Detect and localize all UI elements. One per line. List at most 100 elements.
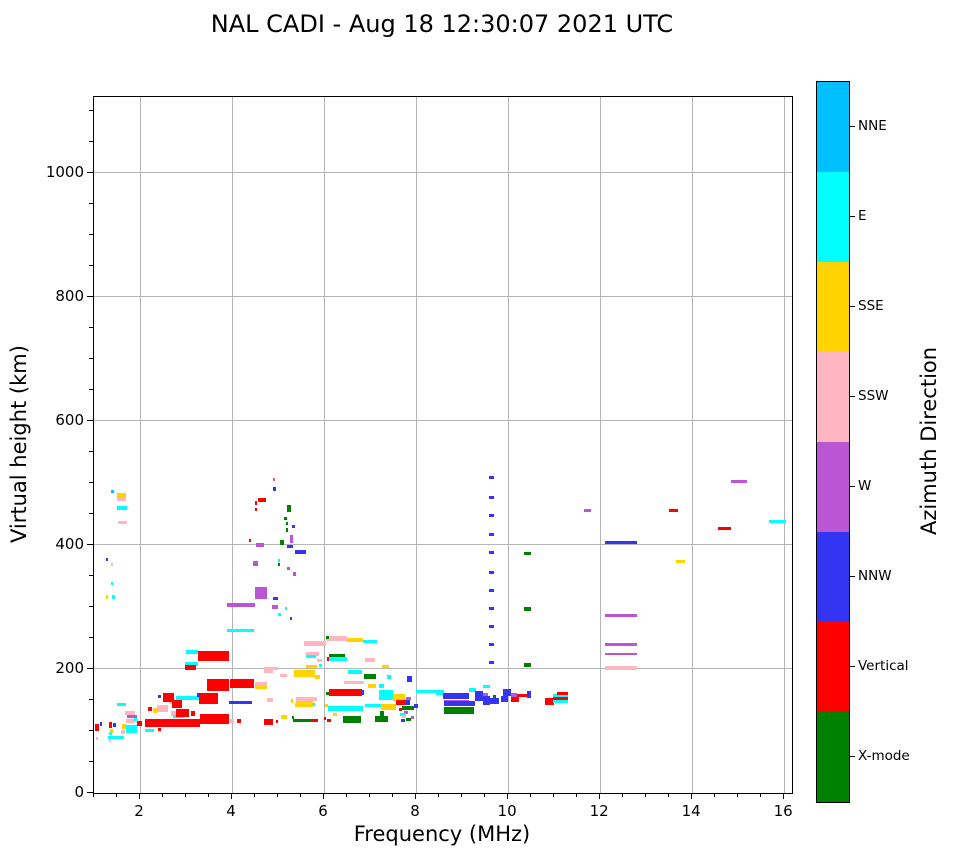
x-minor-tick: [461, 793, 463, 797]
data-segment: [488, 661, 495, 665]
data-segment: [488, 551, 495, 555]
data-segment: [126, 719, 136, 723]
data-segment: [379, 690, 394, 700]
data-segment: [769, 520, 787, 524]
x-gridline: [507, 97, 509, 793]
data-segment: [111, 489, 114, 494]
colorbar-tick-label: Vertical: [858, 658, 909, 674]
data-segment: [333, 712, 337, 716]
x-minor-tick: [576, 793, 578, 797]
data-segment: [393, 694, 406, 701]
data-segment: [198, 692, 219, 704]
data-segment: [199, 714, 229, 725]
data-segment: [326, 657, 329, 661]
data-segment: [405, 696, 412, 700]
colorbar-segment-nne: [817, 82, 849, 172]
data-segment: [105, 557, 108, 561]
data-segment: [229, 678, 255, 688]
y-minor-tick: [89, 605, 93, 607]
y-minor-tick: [89, 574, 93, 576]
colorbar-segment-x-mode: [817, 712, 849, 802]
x-minor-tick: [438, 793, 440, 797]
x-minor-tick: [369, 793, 371, 797]
data-segment: [280, 673, 288, 677]
x-gridline: [415, 97, 417, 793]
chart-title: NAL CADI - Aug 18 12:30:07 2021 UTC: [210, 10, 674, 38]
colorbar-tick-label: E: [858, 208, 867, 224]
data-segment: [172, 699, 183, 708]
y-tick: [87, 667, 93, 669]
data-segment: [120, 730, 125, 735]
data-segment: [257, 498, 267, 503]
data-segment: [287, 545, 293, 549]
data-segment: [255, 543, 265, 547]
colorbar-tick: [850, 756, 855, 757]
colorbar-axis-label: Azimuth Direction: [917, 346, 941, 536]
y-tick-label: 0: [74, 783, 84, 801]
data-segment: [236, 718, 242, 724]
data-segment: [482, 695, 490, 706]
x-minor-tick: [392, 793, 394, 797]
data-segment: [325, 703, 328, 708]
data-segment: [112, 595, 115, 599]
data-segment: [111, 562, 114, 566]
data-segment: [327, 718, 332, 723]
y-tick: [87, 419, 93, 421]
data-segment: [488, 476, 495, 480]
x-tick: [415, 793, 417, 799]
data-segment: [718, 526, 732, 530]
x-minor-tick: [208, 793, 210, 797]
data-segment: [158, 727, 161, 731]
data-segment: [292, 718, 313, 723]
data-segment: [248, 538, 251, 543]
data-segment: [347, 637, 364, 642]
data-segment: [284, 607, 288, 611]
data-segment: [468, 688, 476, 692]
data-segment: [482, 692, 488, 696]
data-segment: [324, 716, 327, 721]
data-segment: [117, 702, 127, 706]
data-segment: [312, 718, 319, 723]
data-segment: [110, 729, 114, 733]
data-segment: [294, 703, 304, 707]
data-segment: [584, 508, 591, 512]
data-segment: [410, 716, 414, 720]
y-minor-tick: [89, 729, 93, 731]
data-segment: [363, 639, 377, 644]
x-tick: [231, 793, 233, 799]
y-tick-label: 200: [55, 658, 84, 677]
data-segment: [124, 711, 136, 715]
data-segment: [186, 650, 198, 655]
data-segment: [275, 720, 279, 724]
data-segment: [326, 635, 329, 639]
data-segment: [488, 496, 495, 500]
colorbar-tick-label: W: [858, 478, 872, 494]
x-tick: [323, 793, 325, 799]
data-segment: [296, 697, 318, 702]
x-minor-tick: [277, 793, 279, 797]
data-segment: [254, 500, 257, 505]
data-segment: [488, 606, 495, 610]
data-segment: [305, 652, 320, 656]
data-segment: [435, 692, 443, 696]
colorbar-tick-label: SSE: [858, 298, 884, 314]
data-segment: [347, 670, 363, 674]
y-minor-tick: [89, 481, 93, 483]
data-segment: [604, 666, 637, 671]
data-segment: [557, 691, 568, 695]
data-segment: [287, 505, 291, 513]
data-segment: [526, 690, 532, 699]
data-segment: [488, 533, 495, 537]
data-segment: [405, 718, 411, 722]
data-segment: [474, 690, 483, 701]
y-minor-tick: [89, 450, 93, 452]
data-segment: [604, 653, 637, 656]
data-segment: [552, 697, 568, 701]
data-segment: [273, 597, 279, 601]
data-segment: [107, 735, 124, 739]
x-tick: [783, 793, 785, 799]
colorbar-segment-e: [817, 172, 849, 262]
data-segment: [552, 700, 568, 704]
data-segment: [415, 690, 444, 694]
data-segment: [501, 695, 509, 702]
